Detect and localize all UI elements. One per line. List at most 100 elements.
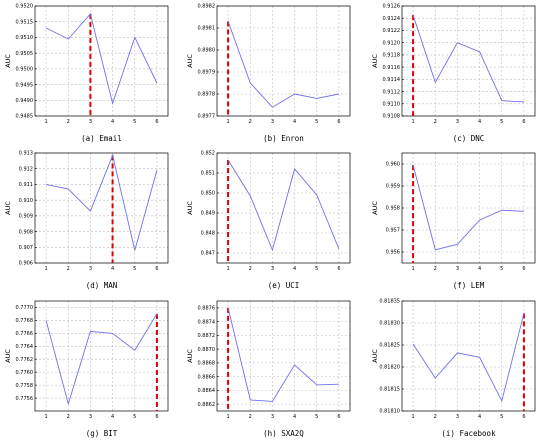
y-axis-label: AUC — [371, 54, 379, 68]
y-axis-label: AUC — [371, 349, 379, 363]
y-tick-label: 0.8876 — [198, 306, 216, 312]
x-tick-label: 2 — [67, 266, 70, 272]
subplot-caption: (f) LEM — [453, 281, 485, 290]
x-tick-label: 3 — [271, 266, 274, 272]
plot-frame — [216, 5, 351, 117]
y-tick-label: 0.906 — [19, 261, 33, 267]
y-tick-label: 0.851 — [201, 171, 215, 177]
y-tick-label: 0.81830 — [379, 321, 400, 327]
y-tick-label: 0.81820 — [379, 365, 400, 371]
subplot-7: 0.7770 0.7768 0.7766 0.7764 0.7762 0.7760 0.77… — [4, 300, 169, 438]
y-axis-label: AUC — [186, 54, 194, 68]
y-tick-label: 0.7756 — [16, 396, 34, 402]
y-tick-label: 0.958 — [386, 206, 400, 212]
y-tick-label: 0.7760 — [16, 370, 34, 376]
y-axis-label: AUC — [4, 349, 12, 363]
x-tick-label: 2 — [67, 414, 70, 420]
series-line — [45, 12, 158, 106]
x-tick-label: 2 — [249, 266, 252, 272]
x-tick-label: 2 — [67, 119, 70, 125]
x-tick-label: 4 — [111, 266, 114, 272]
y-tick-label: 0.8980 — [198, 48, 216, 54]
y-tick-label: 0.9500 — [16, 67, 34, 73]
subplot-caption: (e) UCI — [268, 281, 300, 290]
x-tick-label: 4 — [478, 414, 481, 420]
y-tick-label: 0.81835 — [379, 299, 400, 305]
x-tick-label: 3 — [89, 119, 92, 125]
y-tick-label: 0.8866 — [198, 374, 216, 380]
x-tick-label: 4 — [293, 414, 296, 420]
y-tick-label: 0.81825 — [379, 343, 400, 349]
y-tick-label: 0.9120 — [383, 40, 401, 46]
y-tick-label: 0.956 — [386, 250, 400, 256]
y-tick-label: 0.8978 — [198, 92, 216, 98]
series-line — [412, 313, 525, 403]
y-tick-label: 0.7770 — [16, 305, 34, 311]
x-tick-label: 6 — [337, 266, 340, 272]
x-tick-label: 2 — [249, 119, 252, 125]
x-tick-label: 3 — [89, 266, 92, 272]
x-tick-label: 5 — [500, 119, 503, 125]
x-tick-label: 1 — [44, 414, 47, 420]
y-axis-label: AUC — [371, 201, 379, 215]
y-tick-label: 0.848 — [201, 231, 215, 237]
series-line — [412, 15, 524, 103]
y-tick-label: 0.9495 — [16, 82, 34, 88]
y-tick-label: 0.7766 — [16, 331, 34, 337]
x-tick-label: 5 — [315, 266, 318, 272]
y-tick-label: 0.9490 — [16, 98, 34, 104]
subplot-caption: (b) Enron — [263, 134, 304, 143]
subplot-caption: (d) MAN — [86, 281, 118, 290]
x-tick-label: 1 — [411, 266, 414, 272]
x-tick-label: 1 — [44, 119, 47, 125]
x-tick-label: 5 — [315, 119, 318, 125]
x-tick-label: 6 — [522, 266, 525, 272]
x-tick-label: 6 — [337, 414, 340, 420]
subplot-9: 0.81835 0.81830 0.81825 0.81820 0.81815 0.818… — [371, 299, 536, 438]
y-tick-label: 0.9112 — [383, 89, 401, 95]
plot-frame — [401, 5, 536, 117]
x-tick-label: 1 — [411, 414, 414, 420]
plot-frame — [216, 300, 351, 412]
y-tick-label: 0.8874 — [198, 319, 216, 325]
plot-frame — [34, 152, 169, 264]
subplot-1: 0.9520 0.9515 0.9510 0.9505 0.9500 0.9495 0.94… — [4, 4, 169, 143]
subplot-2: 0.8982 0.8981 0.8980 0.8979 0.8978 0.8977 1 2 3 4… — [186, 4, 351, 143]
x-tick-label: 4 — [478, 119, 481, 125]
y-tick-label: 0.849 — [201, 211, 215, 217]
y-tick-label: 0.911 — [19, 182, 33, 188]
series-line — [227, 21, 339, 108]
x-tick-label: 5 — [315, 414, 318, 420]
y-tick-label: 0.913 — [19, 151, 33, 157]
x-tick-label: 6 — [155, 414, 158, 420]
x-tick-label: 4 — [293, 119, 296, 125]
subplot-8: 0.8876 0.8874 0.8872 0.8870 0.8868 0.8866 0.88… — [186, 300, 351, 438]
x-tick-label: 2 — [434, 119, 437, 125]
x-tick-label: 4 — [111, 119, 114, 125]
plot-frame — [34, 5, 169, 117]
y-tick-label: 0.8981 — [198, 26, 216, 32]
subplot-3: 0.9126 0.9124 0.9122 0.9120 0.9118 0.9116 0.91… — [371, 4, 536, 143]
x-tick-label: 1 — [226, 414, 229, 420]
y-tick-label: 0.7764 — [16, 344, 34, 350]
subplot-6: 0.960 0.959 0.958 0.957 0.956 1 2 3 4 5 6 AUC (f) LE… — [371, 152, 536, 290]
series-line — [412, 164, 524, 251]
x-tick-label: 3 — [456, 414, 459, 420]
x-tick-label: 5 — [133, 119, 136, 125]
x-tick-label: 3 — [456, 119, 459, 125]
series-line — [46, 153, 158, 251]
x-tick-label: 6 — [155, 119, 158, 125]
plot-frame — [401, 300, 536, 412]
y-tick-label: 0.9110 — [383, 101, 401, 107]
y-tick-label: 0.8864 — [198, 388, 216, 394]
subplot-5: 0.852 0.851 0.850 0.849 0.848 0.847 1 2 3 4 5 6 AUC (… — [186, 151, 351, 290]
y-tick-label: 0.912 — [19, 166, 33, 172]
y-tick-label: 0.8979 — [198, 70, 216, 76]
y-tick-label: 0.907 — [19, 245, 33, 251]
y-tick-label: 0.9485 — [16, 114, 34, 120]
y-tick-label: 0.8977 — [198, 114, 216, 120]
y-tick-label: 0.8862 — [198, 402, 216, 408]
x-tick-label: 3 — [89, 414, 92, 420]
series-line — [227, 307, 339, 402]
